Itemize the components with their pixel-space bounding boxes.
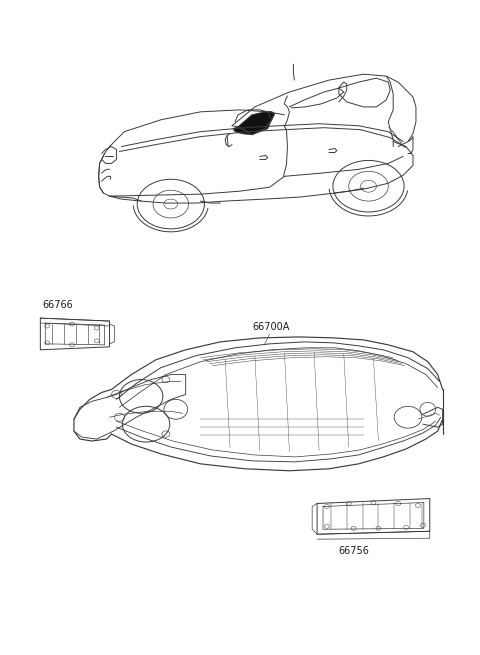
Polygon shape bbox=[233, 112, 275, 135]
Text: 66700A: 66700A bbox=[253, 322, 290, 332]
Text: 66766: 66766 bbox=[42, 300, 73, 310]
Text: 66756: 66756 bbox=[339, 546, 370, 556]
